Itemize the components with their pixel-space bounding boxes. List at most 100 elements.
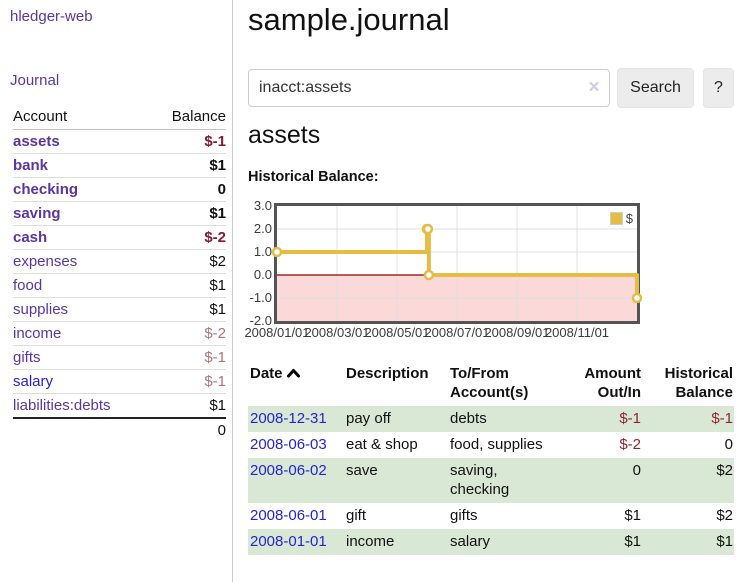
app-title-link[interactable]: hledger-web (10, 8, 93, 25)
transactions-table: Date Description To/From Account(s) Amou… (248, 362, 734, 555)
y-axis-tick: 0.0 (253, 267, 272, 282)
y-axis-tick: -1.0 (249, 290, 272, 305)
y-axis-tick: 2.0 (253, 221, 272, 236)
transaction-date-link[interactable]: 2008-12-31 (250, 410, 327, 427)
legend-swatch (609, 212, 623, 225)
clear-search-icon[interactable]: × (588, 77, 600, 98)
account-link-cash[interactable]: cash (13, 229, 48, 246)
transaction-accounts: food, supplies (450, 436, 543, 453)
account-row: salary $-1 (13, 369, 226, 394)
x-axis-tick: 2008/07/01 (424, 325, 490, 340)
transaction-balance: $-1 (642, 406, 734, 432)
account-link-expenses[interactable]: expenses (13, 253, 78, 270)
transaction-amount: $1 (624, 507, 641, 524)
x-axis-tick: 2008/11/01 (544, 325, 610, 340)
help-button[interactable]: ? (703, 68, 734, 108)
column-header-accounts: To/From Account(s) (450, 365, 529, 401)
x-axis-tick: 2008/05/01 (364, 325, 430, 340)
account-row: assets $-1 (13, 129, 226, 154)
column-header-balance: Historical Balance (664, 365, 733, 401)
account-link-saving[interactable]: saving (13, 205, 61, 222)
page-title: sample.journal (248, 2, 450, 37)
spacer (13, 417, 150, 442)
transaction-balance: $1 (642, 529, 734, 555)
account-balance: $2 (149, 249, 226, 274)
account-balance: $1 (149, 297, 226, 322)
transaction-amount: $-2 (619, 436, 641, 453)
transaction-description: eat & shop (346, 436, 418, 453)
account-balance: $1 (149, 393, 226, 419)
search-button[interactable]: Search (617, 68, 694, 108)
x-axis-tick: 2008/09/01 (484, 325, 550, 340)
sidebar: hledger-web Journal Account Balance asse… (0, 0, 233, 582)
column-header-date[interactable]: Date (248, 362, 344, 406)
main-content: sample.journal × Search ? assets Histori… (244, 0, 734, 582)
transaction-date-link[interactable]: 2008-06-03 (250, 436, 327, 453)
transaction-balance: $2 (716, 507, 733, 524)
transactions-header-row: Date Description To/From Account(s) Amou… (248, 362, 734, 406)
account-link-salary[interactable]: salary (13, 373, 54, 390)
transaction-description: gift (346, 507, 367, 524)
search-form: × Search ? (248, 68, 734, 108)
sidebar-item-journal[interactable]: Journal (10, 72, 60, 89)
transaction-date-link[interactable]: 2008-06-01 (250, 507, 327, 524)
account-balance: $-1 (149, 345, 226, 370)
accounts-header-account: Account (13, 106, 150, 130)
transaction-row: 2008-06-03 eat & shop food, supplies $-2 0 (248, 432, 734, 458)
transaction-balance: 0 (724, 436, 733, 453)
account-row: saving $1 (13, 201, 226, 226)
transaction-description: income (344, 529, 448, 555)
account-row: bank $1 (13, 153, 226, 178)
account-heading: assets (248, 121, 321, 149)
account-balance: $-1 (149, 129, 226, 154)
account-row: income $-2 (13, 321, 226, 346)
account-link-checking[interactable]: checking (13, 181, 79, 198)
transaction-accounts: salary (448, 529, 564, 555)
accounts-table: Account Balance assets $-1 bank $1 checking 0… (13, 106, 226, 442)
account-link-gifts[interactable]: gifts (13, 349, 41, 366)
column-header-description: Description (346, 365, 429, 382)
transaction-date-link[interactable]: 2008-06-02 (250, 462, 327, 479)
transaction-amount: $1 (564, 529, 642, 555)
account-row: expenses $2 (13, 249, 226, 274)
transaction-date-link[interactable]: 2008-01-01 (250, 533, 327, 550)
transaction-row: 2008-06-01 gift gifts $1 $2 (248, 503, 734, 529)
x-axis-tick: 2008/01/01 (244, 325, 310, 340)
accounts-total-row: 0 (13, 417, 226, 442)
account-row: gifts $-1 (13, 345, 226, 370)
sort-ascending-icon (286, 364, 300, 383)
chart-legend: $ (609, 211, 633, 226)
transaction-accounts: gifts (450, 507, 478, 524)
account-row: liabilities:debts $1 (13, 393, 226, 419)
account-link-liabilities-debts[interactable]: liabilities:debts (13, 397, 111, 414)
account-balance: 0 (149, 177, 226, 202)
account-balance: $1 (149, 201, 226, 226)
transaction-row: 2008-12-31 pay off debts $-1 $-1 (248, 406, 734, 432)
column-header-amount: Amount Out/In (584, 365, 641, 401)
y-axis-tick: -2.0 (249, 313, 272, 328)
account-link-supplies[interactable]: supplies (13, 301, 69, 318)
accounts-header-balance: Balance (149, 106, 226, 130)
account-link-food[interactable]: food (13, 277, 43, 294)
account-row: cash $-2 (13, 225, 226, 250)
accounts-table-header: Account Balance (13, 106, 226, 130)
y-axis-tick: 1.0 (253, 244, 272, 259)
account-link-bank[interactable]: bank (13, 157, 49, 174)
balance-chart: $ (271, 203, 643, 324)
account-link-assets[interactable]: assets (13, 133, 60, 150)
transaction-accounts: saving, checking (448, 458, 564, 503)
account-link-income[interactable]: income (13, 325, 62, 342)
x-axis-tick: 2008/03/01 (304, 325, 370, 340)
account-balance: $-2 (149, 321, 226, 346)
transaction-amount: $-1 (564, 406, 642, 432)
account-balance: $1 (149, 273, 226, 298)
chart-title: Historical Balance: (248, 169, 379, 185)
transaction-description: save (344, 458, 448, 503)
account-balance: $1 (149, 153, 226, 178)
account-balance: $-1 (149, 369, 226, 394)
search-input[interactable] (248, 69, 610, 107)
transaction-description: pay off (344, 406, 448, 432)
accounts-total-value: 0 (149, 417, 226, 442)
transaction-row: 2008-06-02 save saving, checking 0 $2 (248, 458, 734, 503)
y-axis-tick: 3.0 (253, 198, 272, 213)
